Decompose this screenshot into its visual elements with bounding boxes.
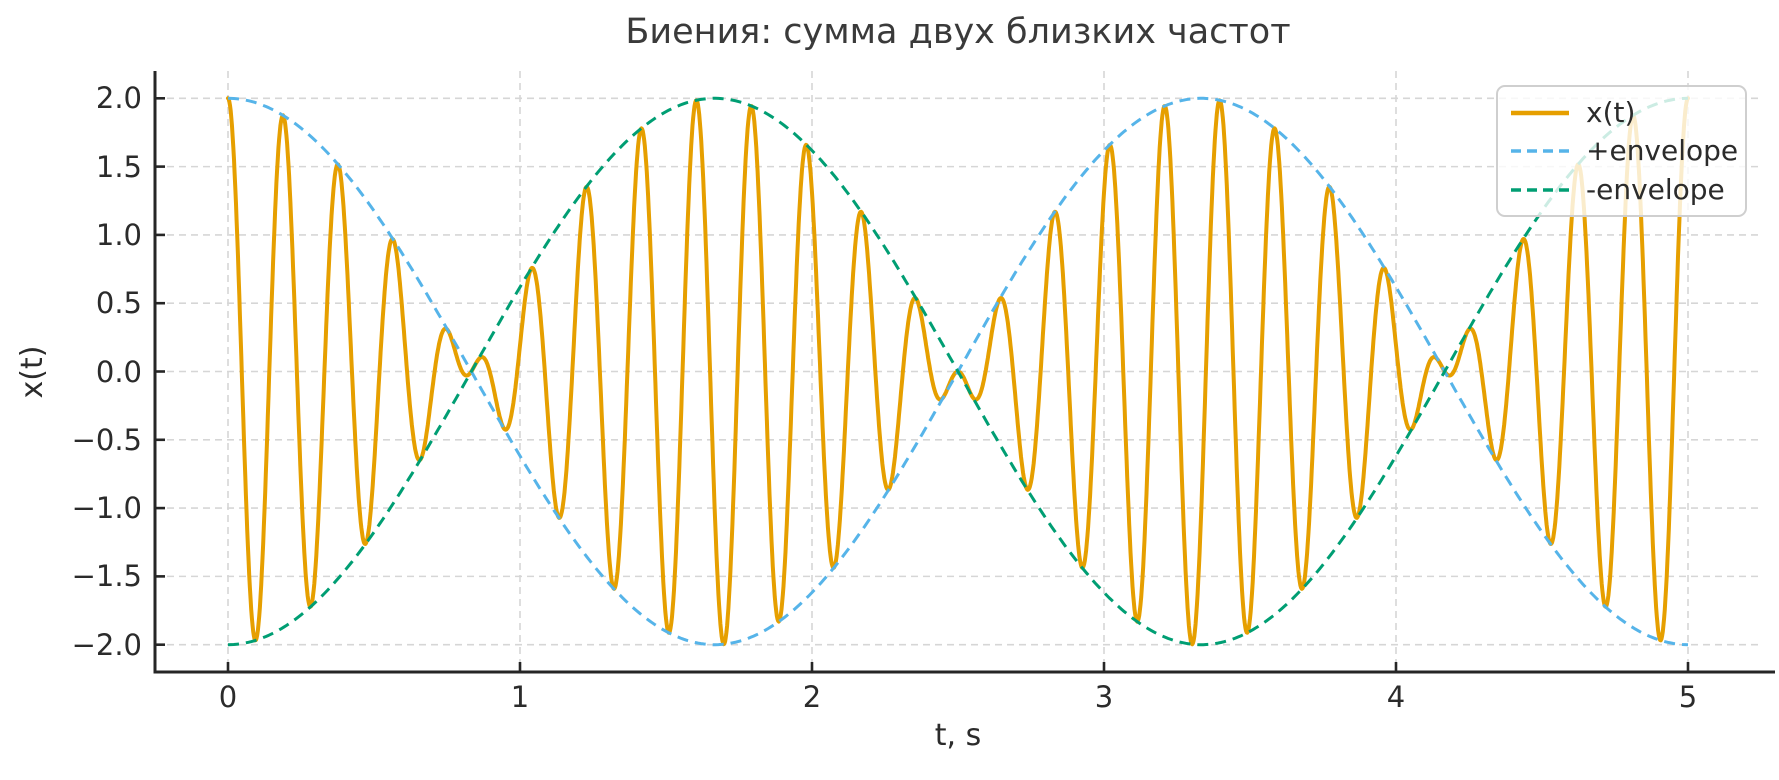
legend-item--envelope: -envelope — [1510, 173, 1735, 207]
y-tick-label: 2.0 — [95, 81, 142, 116]
x-tick-label: 4 — [1386, 680, 1406, 714]
legend-swatch-solid-icon — [1511, 110, 1569, 115]
x-tick-label: 1 — [510, 680, 530, 714]
chart-title: Биения: сумма двух близких частот — [625, 12, 1291, 52]
y-tick-label: 1.5 — [95, 149, 142, 184]
y-tick-label: 0.0 — [95, 354, 142, 389]
legend-label: +envelope — [1586, 134, 1739, 167]
y-tick-label: −0.5 — [71, 422, 142, 457]
x-tick-label: 3 — [1094, 680, 1114, 714]
x-tick-label: 2 — [802, 680, 822, 714]
y-tick-label: −1.5 — [71, 559, 142, 594]
legend-label: -envelope — [1586, 172, 1725, 206]
y-tick-label: −1.0 — [71, 491, 142, 526]
legend: x(t) +envelope -envelope — [1496, 85, 1747, 217]
legend-item-x(t): x(t) — [1510, 96, 1735, 130]
y-tick-label: 1.0 — [95, 217, 142, 252]
legend-item-+envelope: +envelope — [1510, 134, 1739, 168]
legend-label: x(t) — [1586, 95, 1636, 129]
x-tick-label: 5 — [1678, 680, 1698, 714]
x-tick-label: 0 — [218, 680, 238, 714]
y-tick-label: 0.5 — [95, 286, 142, 321]
x-axis-label: t, s — [934, 718, 982, 753]
y-tick-label: −2.0 — [71, 627, 142, 662]
legend-swatch-dashed-icon — [1511, 149, 1569, 153]
legend-swatch-dashed-icon — [1511, 187, 1569, 192]
series--envelope — [227, 96, 1689, 647]
